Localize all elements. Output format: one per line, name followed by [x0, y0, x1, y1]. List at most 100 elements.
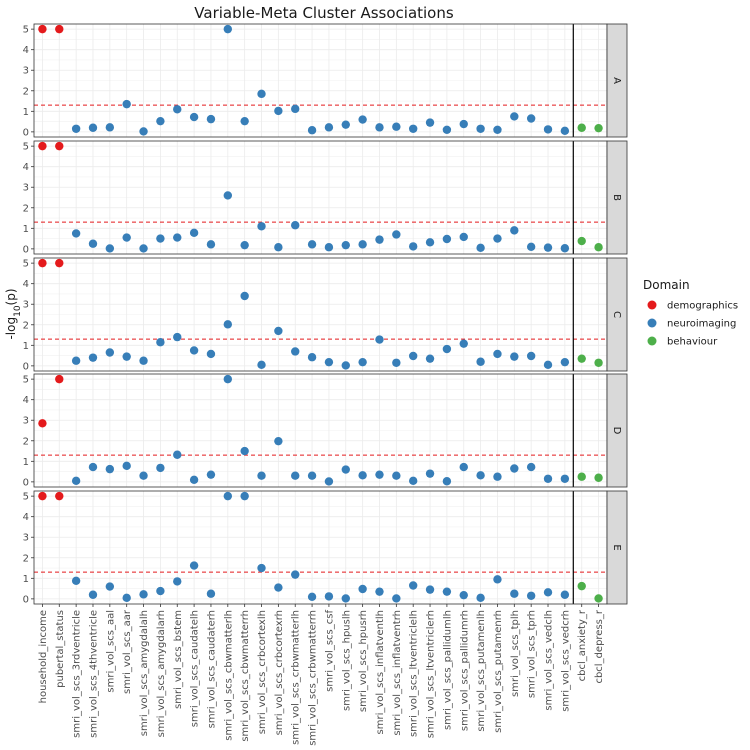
data-point: [307, 240, 317, 249]
data-point: [526, 591, 536, 600]
legend-key-behaviour: [647, 336, 657, 346]
data-point: [173, 105, 182, 114]
data-point: [122, 99, 131, 109]
facet-strip: [606, 23, 628, 138]
data-point: [476, 124, 485, 133]
data-point: [324, 477, 334, 486]
data-point: [38, 419, 47, 428]
data-point: [173, 450, 182, 459]
x-tick-label: smri_vol_scs_cbwmatterrh: [240, 610, 251, 742]
data-point: [476, 471, 485, 480]
y-tick-label: 1: [23, 574, 29, 585]
data-point: [560, 357, 570, 367]
legend-key-demographics: [647, 300, 657, 310]
data-point: [476, 357, 485, 366]
facet-panel-c: 0 1 2 3 4 5 C: [23, 257, 628, 372]
facet-strip-label: B: [611, 194, 622, 201]
data-point: [526, 242, 536, 252]
data-point: [291, 221, 300, 230]
y-tick-label: 0: [23, 244, 29, 255]
facet-strip-label: D: [611, 427, 622, 435]
data-point: [560, 126, 570, 136]
data-point: [122, 233, 131, 242]
data-point: [55, 258, 64, 268]
y-tick-label: 2: [23, 553, 29, 564]
data-point: [510, 589, 519, 598]
data-point: [139, 244, 148, 253]
data-point: [257, 471, 266, 480]
y-tick-label: 2: [23, 320, 29, 331]
data-point: [476, 243, 485, 253]
data-point: [307, 353, 317, 362]
data-point: [156, 338, 165, 347]
data-point: [375, 123, 384, 132]
y-tick-label: 3: [23, 66, 29, 77]
data-point: [173, 233, 182, 242]
data-point: [543, 360, 553, 370]
data-point: [341, 120, 350, 129]
data-point: [425, 354, 435, 363]
data-point: [189, 228, 199, 238]
x-tick-label: smri_vol_scs_tplh: [510, 610, 521, 697]
y-tick-label: 5: [23, 259, 29, 270]
x-tick-label: pubertal_status: [55, 610, 66, 688]
data-point: [206, 470, 216, 479]
data-point: [223, 24, 233, 34]
data-point: [459, 590, 468, 600]
data-point: [375, 587, 384, 596]
x-tick-label: smri_vol_scs_cbwmatterlh: [223, 610, 234, 741]
data-point: [543, 125, 553, 134]
data-point: [358, 240, 367, 249]
y-tick-label: 3: [23, 183, 29, 194]
x-tick-label: smri_vol_scs_inflatventrh: [392, 610, 403, 736]
data-point: [173, 332, 182, 342]
data-point: [358, 471, 367, 480]
data-point: [139, 471, 148, 480]
y-tick-label: 2: [23, 203, 29, 214]
y-tick-label: 1: [23, 457, 29, 468]
data-point: [122, 593, 131, 603]
x-tick-label: smri_vol_scs_pallidumrh: [459, 610, 470, 731]
data-point: [408, 351, 418, 361]
data-point: [493, 472, 502, 481]
y-tick-label: 5: [23, 492, 29, 503]
data-point: [594, 358, 603, 367]
data-point: [577, 581, 586, 591]
y-tick-label: 4: [23, 279, 29, 290]
data-point: [122, 461, 131, 471]
data-point: [493, 349, 502, 359]
y-tick-label: 4: [23, 162, 29, 173]
x-tick-label: cbcl_anxiety_r: [577, 609, 588, 681]
data-point: [291, 347, 300, 356]
x-tick-label: smri_vol_scs_ltventriclerh: [426, 610, 437, 738]
data-point: [291, 570, 300, 579]
x-tick-label: cbcl_depress_r: [594, 609, 605, 683]
data-point: [274, 106, 283, 116]
data-point: [257, 222, 266, 231]
data-point: [139, 127, 148, 136]
data-point: [324, 592, 334, 601]
facet-strip: [606, 140, 628, 255]
data-point: [577, 472, 586, 481]
data-point: [375, 335, 384, 344]
data-point: [105, 582, 115, 591]
data-point: [510, 352, 519, 361]
data-point: [324, 123, 334, 132]
x-tick-label: smri_vol_scs_hpuslh: [341, 610, 352, 711]
data-point: [55, 141, 64, 151]
x-tick-label: smri_vol_scs_amygdalarh: [156, 610, 167, 737]
data-point: [156, 586, 165, 596]
data-point: [307, 592, 317, 602]
y-tick-label: 4: [23, 395, 29, 406]
data-point: [139, 590, 148, 599]
data-point: [442, 125, 452, 135]
x-tick-label: household_income: [38, 610, 49, 703]
y-tick-label: 5: [23, 375, 29, 386]
data-point: [240, 491, 249, 501]
y-tick-label: 0: [23, 477, 29, 488]
data-point: [560, 590, 570, 599]
data-point: [392, 122, 401, 131]
x-tick-label: smri_vol_scs_4thventricle: [88, 610, 99, 738]
legend-title: Domain: [643, 278, 690, 292]
